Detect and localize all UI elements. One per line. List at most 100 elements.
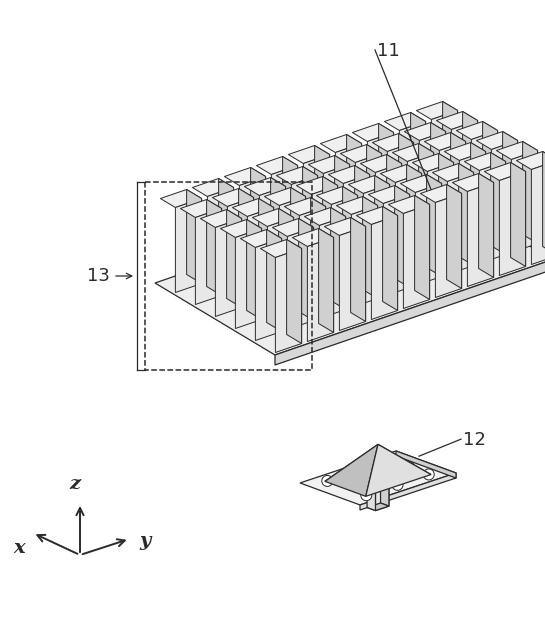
Polygon shape (360, 473, 456, 510)
Polygon shape (419, 144, 434, 241)
Polygon shape (325, 445, 378, 497)
Polygon shape (451, 120, 477, 216)
Polygon shape (215, 218, 241, 317)
Polygon shape (447, 172, 474, 275)
Polygon shape (490, 152, 506, 255)
Polygon shape (288, 145, 330, 164)
Polygon shape (437, 112, 477, 130)
Polygon shape (225, 167, 265, 186)
Polygon shape (459, 164, 474, 265)
Polygon shape (371, 216, 398, 320)
Polygon shape (352, 206, 378, 307)
Text: x: x (13, 539, 25, 557)
Polygon shape (384, 112, 426, 130)
Polygon shape (511, 150, 537, 253)
Polygon shape (383, 206, 398, 310)
Polygon shape (186, 189, 202, 283)
Polygon shape (379, 124, 393, 218)
Polygon shape (416, 102, 458, 120)
Polygon shape (278, 209, 294, 308)
Polygon shape (259, 186, 286, 283)
Polygon shape (499, 172, 525, 275)
Polygon shape (276, 167, 318, 184)
Polygon shape (290, 187, 306, 285)
Polygon shape (516, 152, 545, 169)
Polygon shape (323, 176, 337, 275)
Polygon shape (300, 451, 456, 505)
Polygon shape (350, 218, 366, 322)
Polygon shape (252, 209, 294, 226)
Polygon shape (463, 112, 477, 208)
Polygon shape (267, 229, 282, 332)
Polygon shape (459, 152, 486, 251)
Polygon shape (180, 199, 222, 218)
Polygon shape (311, 198, 325, 297)
Polygon shape (439, 142, 465, 240)
Polygon shape (444, 142, 486, 161)
Polygon shape (353, 124, 393, 142)
Polygon shape (415, 196, 429, 300)
Polygon shape (403, 204, 429, 308)
Polygon shape (213, 189, 253, 206)
Polygon shape (431, 122, 446, 218)
Circle shape (423, 469, 434, 480)
Polygon shape (376, 164, 402, 261)
Polygon shape (335, 155, 350, 251)
Polygon shape (452, 174, 494, 191)
Polygon shape (420, 184, 462, 203)
Text: 13: 13 (87, 267, 110, 285)
Polygon shape (232, 199, 274, 216)
Polygon shape (543, 152, 545, 255)
Polygon shape (175, 199, 202, 293)
Polygon shape (299, 206, 325, 307)
Polygon shape (399, 122, 426, 216)
Polygon shape (479, 174, 494, 278)
Polygon shape (256, 238, 282, 340)
Polygon shape (432, 164, 474, 181)
Polygon shape (420, 132, 446, 228)
Polygon shape (227, 209, 241, 307)
Polygon shape (476, 132, 518, 149)
Polygon shape (299, 218, 313, 320)
Polygon shape (531, 161, 545, 265)
Polygon shape (311, 186, 337, 283)
Polygon shape (329, 166, 370, 184)
Circle shape (322, 475, 333, 487)
Polygon shape (471, 130, 498, 228)
Polygon shape (413, 154, 453, 172)
Polygon shape (314, 145, 330, 240)
Polygon shape (451, 132, 465, 231)
Polygon shape (247, 219, 262, 320)
Polygon shape (464, 152, 506, 171)
Polygon shape (347, 134, 362, 228)
Polygon shape (341, 144, 382, 162)
Polygon shape (407, 152, 434, 251)
Polygon shape (376, 482, 389, 510)
Polygon shape (387, 142, 414, 238)
Polygon shape (304, 208, 346, 226)
Polygon shape (367, 483, 376, 510)
Polygon shape (331, 208, 346, 310)
Polygon shape (283, 157, 298, 251)
Polygon shape (446, 184, 462, 288)
Polygon shape (235, 228, 262, 329)
Polygon shape (367, 144, 382, 241)
Polygon shape (395, 174, 422, 273)
Circle shape (392, 479, 403, 490)
Polygon shape (367, 132, 393, 226)
Polygon shape (523, 142, 537, 243)
Polygon shape (492, 140, 518, 241)
Polygon shape (383, 194, 410, 297)
Polygon shape (398, 134, 414, 229)
Polygon shape (380, 479, 389, 506)
Polygon shape (389, 196, 429, 214)
Polygon shape (366, 445, 431, 497)
Polygon shape (331, 196, 358, 295)
Polygon shape (160, 189, 202, 208)
Polygon shape (251, 167, 265, 261)
Polygon shape (304, 154, 330, 248)
Polygon shape (319, 228, 334, 332)
Polygon shape (319, 216, 346, 319)
Polygon shape (427, 162, 453, 263)
Polygon shape (415, 184, 441, 285)
